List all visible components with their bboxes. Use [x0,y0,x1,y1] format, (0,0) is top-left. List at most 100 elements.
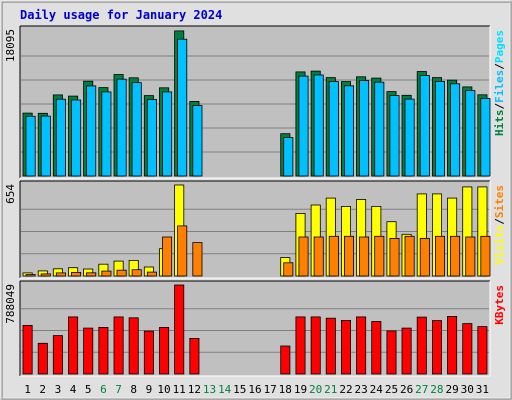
bar-sites-day-10 [162,236,173,277]
bar-kbytes-day-3 [52,335,63,375]
legend-entry: Visits [493,225,506,265]
bar-sites-day-22 [343,235,354,277]
legend-entry: KBytes [493,285,506,325]
x-tick-label: 31 [476,383,489,396]
x-tick-label: 30 [461,383,474,396]
x-tick-label: 6 [100,383,107,396]
bar-kbytes-day-28 [431,320,442,375]
bar-sites-day-12 [192,242,203,277]
bar-files-day-9 [146,99,157,177]
bar-sites-day-8 [131,269,142,277]
x-tick-label: 11 [173,383,186,396]
x-tick-label: 12 [188,383,201,396]
bar-kbytes-day-30 [462,323,473,375]
legend-entry: Sites [493,185,506,218]
bar-files-day-18 [283,137,294,177]
bar-kbytes-day-20 [310,316,321,375]
bar-kbytes-day-26 [401,327,412,375]
bar-files-day-11 [177,38,188,177]
y-max-label: 18095 [4,29,17,62]
bar-sites-day-21 [328,235,339,277]
bar-files-day-8 [131,82,142,177]
legend-entry: Pages [493,30,506,63]
bar-files-day-21 [328,81,339,177]
bar-sites-day-7 [116,269,127,277]
x-tick-label: 15 [233,383,246,396]
x-tick-label: 20 [309,383,322,396]
panel-background [20,281,490,376]
bar-sites-day-30 [465,236,476,277]
bar-kbytes-day-23 [356,316,367,375]
x-tick-label: 3 [55,383,62,396]
bar-files-day-6 [101,91,112,177]
bar-kbytes-day-10 [159,326,170,375]
x-tick-label: 10 [157,383,170,396]
x-tick-label: 17 [264,383,277,396]
bar-files-day-23 [359,80,370,177]
x-tick-label: 13 [203,383,216,396]
x-tick-label: 8 [130,383,137,396]
panel-visits-sites: 654 Visits/Sites [4,180,506,279]
bar-kbytes-day-4 [68,316,79,375]
bar-sites-day-23 [359,236,370,277]
bar-kbytes-day-19 [295,316,306,375]
x-tick-label: 2 [39,383,46,396]
bar-sites-day-24 [374,235,385,277]
series-legend: Visits/Sites [493,185,506,265]
bar-kbytes-day-25 [386,330,397,375]
bar-files-day-10 [162,91,173,177]
bar-files-day-12 [192,105,203,177]
bar-kbytes-day-5 [83,327,94,375]
bar-sites-day-11 [177,225,188,277]
bar-sites-day-26 [404,235,415,277]
x-tick-label: 24 [370,383,384,396]
bar-files-day-30 [465,90,476,177]
legend-entry: / [493,103,506,110]
bar-files-day-28 [434,81,445,177]
x-tick-label: 1 [24,383,31,396]
x-tick-label: 22 [339,383,352,396]
legend-entry: / [493,63,506,70]
bar-sites-day-25 [389,237,400,277]
x-tick-label: 26 [400,383,413,396]
x-tick-label: 27 [415,383,428,396]
bar-sites-day-4 [71,271,82,277]
bar-sites-day-2 [40,273,51,277]
y-max-label: 654 [4,184,17,204]
legend-entry: / [493,218,506,225]
bar-kbytes-day-21 [325,317,336,375]
x-tick-label: 19 [294,383,307,396]
bar-sites-day-27 [419,237,430,277]
bar-files-day-22 [343,85,354,177]
bar-kbytes-day-8 [128,317,139,375]
bar-sites-day-20 [313,236,324,277]
bar-sites-day-28 [434,235,445,277]
bar-kbytes-day-22 [340,319,351,375]
x-tick-label: 16 [248,383,261,396]
chart-title: Daily usage for January 2024 [20,8,222,22]
bar-sites-day-5 [86,272,97,277]
x-tick-label: 28 [430,383,443,396]
bar-kbytes-day-29 [447,315,458,375]
x-tick-label: 7 [115,383,122,396]
bar-sites-day-18 [283,262,294,277]
x-tick-label: 9 [146,383,153,396]
bar-files-day-24 [374,81,385,177]
x-tick-label: 14 [218,383,232,396]
bar-files-day-2 [40,115,51,177]
bar-kbytes-day-6 [98,326,109,375]
x-tick-label: 23 [354,383,367,396]
x-tick-label: 21 [324,383,337,396]
bar-kbytes-day-27 [416,316,427,375]
bar-files-day-20 [313,74,324,177]
legend-entry: Hits [493,110,506,137]
bar-sites-day-29 [450,235,461,277]
bar-files-day-5 [86,85,97,177]
bar-files-day-27 [419,75,430,177]
bar-files-day-19 [298,75,309,177]
bar-kbytes-day-31 [477,326,488,375]
bar-files-day-25 [389,95,400,177]
bar-kbytes-day-11 [174,284,185,375]
